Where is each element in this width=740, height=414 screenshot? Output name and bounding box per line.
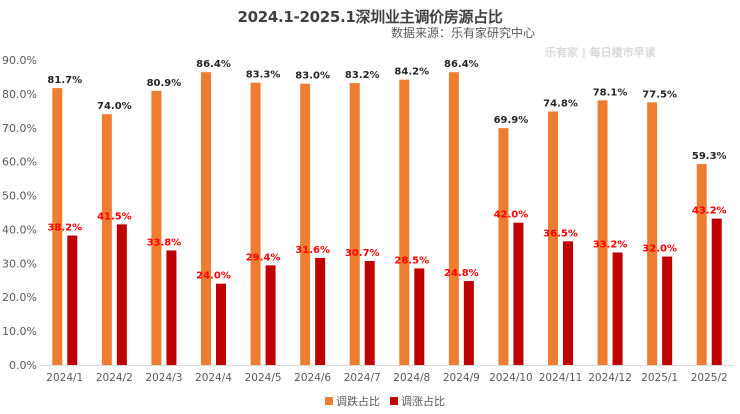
x-tick-label: 2024/11 (539, 372, 583, 384)
bar-rise (364, 260, 375, 365)
data-label-rise: 33.2% (593, 239, 628, 250)
legend: 调跌占比 调涨占比 (325, 393, 445, 409)
data-label-rise: 32.0% (642, 244, 677, 255)
chart-title: 2024.1-2025.1深圳业主调价房源占比 (237, 8, 503, 26)
x-tick-label: 2024/10 (489, 372, 533, 384)
data-label-decline: 84.2% (394, 67, 429, 78)
y-tick-label: 20.0% (2, 291, 37, 304)
data-label-rise: 38.2% (47, 223, 82, 234)
bar-rise (116, 224, 127, 365)
y-tick-label: 40.0% (2, 223, 37, 236)
bar-decline (448, 72, 459, 365)
y-tick-label: 80.0% (2, 88, 37, 101)
data-label-decline: 83.0% (295, 71, 330, 82)
watermark-text: 乐有家 | 每日楼市早读 (545, 46, 656, 59)
x-tick-label: 2024/2 (96, 372, 133, 384)
data-label-rise: 24.0% (196, 271, 231, 282)
legend-swatch-decline (325, 397, 333, 405)
x-tick-label: 2025/1 (641, 372, 678, 384)
bar-decline (52, 88, 63, 365)
y-tick-label: 10.0% (2, 325, 37, 338)
x-tick-label: 2025/2 (691, 372, 728, 384)
data-label-rise: 31.6% (295, 245, 330, 256)
y-tick-label: 70.0% (2, 122, 37, 135)
data-label-rise: 30.7% (345, 248, 380, 259)
legend-label-decline: 调跌占比 (336, 395, 380, 408)
legend-label-rise: 调涨占比 (401, 395, 445, 408)
bar-rise (612, 252, 623, 365)
data-label-decline: 78.1% (593, 87, 628, 98)
y-tick-label: 0.0% (9, 359, 37, 372)
x-tick-label: 2024/4 (195, 372, 232, 384)
data-label-rise: 24.8% (444, 268, 479, 279)
bar-decline (101, 114, 112, 365)
bar-rise (315, 257, 326, 365)
bar-decline (498, 128, 509, 365)
y-tick-label: 50.0% (2, 190, 37, 203)
bar-rise (463, 280, 474, 365)
bar-rise (414, 268, 425, 365)
bar-rise (67, 235, 78, 365)
bar-decline (597, 100, 608, 366)
bar-rise (513, 222, 524, 365)
x-tick-label: 2024/9 (443, 372, 480, 384)
bar-decline (300, 83, 311, 365)
x-tick-label: 2024/8 (393, 372, 430, 384)
bar-decline (399, 79, 410, 366)
bar-rise (265, 265, 276, 365)
legend-swatch-rise (390, 397, 398, 405)
bar-rise (166, 250, 177, 365)
data-label-decline: 83.2% (345, 70, 380, 81)
bar-rise (662, 256, 673, 365)
bar-decline (151, 90, 162, 365)
data-label-decline: 81.7% (47, 75, 82, 86)
bar-decline (696, 164, 707, 365)
data-label-decline: 74.0% (97, 101, 132, 112)
x-tick-label: 2024/3 (145, 372, 182, 384)
data-label-decline: 77.5% (642, 89, 677, 100)
data-label-decline: 74.8% (543, 99, 578, 110)
data-label-rise: 36.5% (543, 228, 578, 239)
x-tick-label: 2024/6 (294, 372, 331, 384)
data-label-rise: 29.4% (246, 252, 281, 263)
x-tick-label: 2024/12 (588, 372, 632, 384)
data-label-decline: 59.3% (692, 151, 727, 162)
data-label-decline: 86.4% (196, 59, 231, 70)
bar-decline (201, 72, 211, 365)
bar-rise (563, 241, 573, 365)
data-label-decline: 86.4% (444, 59, 479, 70)
data-label-decline: 80.9% (147, 78, 182, 89)
data-label-rise: 42.0% (494, 210, 529, 221)
x-tick-label: 2024/7 (344, 372, 381, 384)
bar-rise (711, 218, 722, 365)
bar-decline (349, 83, 360, 366)
data-label-rise: 43.2% (692, 206, 727, 217)
data-label-decline: 69.9% (494, 115, 529, 126)
bar-decline (250, 82, 261, 365)
data-label-decline: 83.3% (246, 70, 281, 81)
data-label-rise: 41.5% (97, 211, 132, 222)
y-tick-label: 30.0% (2, 257, 37, 270)
data-label-rise: 33.8% (147, 237, 182, 248)
bar-decline (647, 102, 658, 365)
x-tick-label: 2024/1 (46, 372, 83, 384)
x-tick-label: 2024/5 (245, 372, 282, 384)
bar-decline (548, 111, 558, 365)
y-tick-label: 90.0% (2, 54, 37, 67)
chart-subtitle: 数据来源：乐有家研究中心 (390, 26, 535, 40)
bar-rise (216, 283, 226, 365)
data-label-rise: 28.5% (394, 255, 429, 266)
y-tick-label: 60.0% (2, 156, 37, 169)
